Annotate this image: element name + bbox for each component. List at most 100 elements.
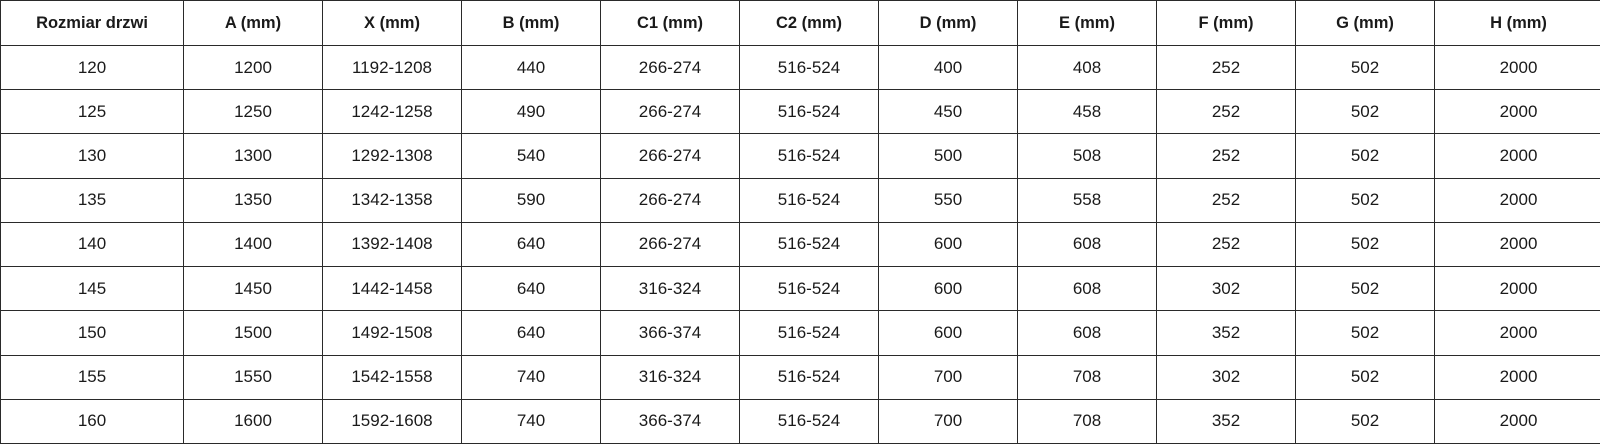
table-cell: 1242-1258 bbox=[322, 89, 462, 135]
table-cell: 500 bbox=[878, 133, 1018, 179]
table-cell: 2000 bbox=[1434, 310, 1600, 356]
column-header: Rozmiar drzwi bbox=[0, 0, 184, 46]
table-cell: 1550 bbox=[183, 354, 323, 400]
table-body: 120 1200 1192-1208 440 266-274 516-524 400 408 2… bbox=[0, 44, 1600, 444]
table-cell: 400 bbox=[878, 44, 1018, 91]
table-cell: 600 bbox=[878, 266, 1018, 312]
table-cell: 408 bbox=[1017, 44, 1157, 91]
table-cell: 640 bbox=[461, 310, 601, 356]
door-size-cell: 135 bbox=[0, 177, 184, 223]
table-cell: 1442-1458 bbox=[322, 266, 462, 312]
table-cell: 2000 bbox=[1434, 266, 1600, 312]
table-cell: 608 bbox=[1017, 310, 1157, 356]
table-cell: 502 bbox=[1295, 221, 1435, 268]
table-cell: 558 bbox=[1017, 177, 1157, 223]
table-row: 140 1400 1392-1408 640 266-274 516-524 600 608 2… bbox=[0, 221, 1600, 268]
table-cell: 640 bbox=[461, 266, 601, 312]
table-cell: 1342-1358 bbox=[322, 177, 462, 223]
table-cell: 700 bbox=[878, 354, 1018, 400]
table-cell: 550 bbox=[878, 177, 1018, 223]
table-cell: 516-524 bbox=[739, 44, 879, 91]
table-cell: 600 bbox=[878, 221, 1018, 268]
column-header: C2 (mm) bbox=[739, 0, 879, 46]
table-cell: 1350 bbox=[183, 177, 323, 223]
table-cell: 458 bbox=[1017, 89, 1157, 135]
table-cell: 502 bbox=[1295, 266, 1435, 312]
column-header: E (mm) bbox=[1017, 0, 1157, 46]
header-row: Rozmiar drzwi A (mm) X (mm) B (mm) C1 (mm) C2… bbox=[0, 0, 1600, 46]
table-cell: 266-274 bbox=[600, 221, 740, 268]
table-cell: 502 bbox=[1295, 133, 1435, 179]
door-size-cell: 145 bbox=[0, 266, 184, 312]
table-cell: 1542-1558 bbox=[322, 354, 462, 400]
table-row: 145 1450 1442-1458 640 316-324 516-524 600 608 3… bbox=[0, 266, 1600, 312]
table-cell: 516-524 bbox=[739, 310, 879, 356]
table-cell: 516-524 bbox=[739, 266, 879, 312]
table-cell: 2000 bbox=[1434, 89, 1600, 135]
table-cell: 366-374 bbox=[600, 398, 740, 444]
table-cell: 352 bbox=[1156, 398, 1296, 444]
table-cell: 1392-1408 bbox=[322, 221, 462, 268]
table-cell: 1400 bbox=[183, 221, 323, 268]
column-header: C1 (mm) bbox=[600, 0, 740, 46]
door-size-cell: 150 bbox=[0, 310, 184, 356]
table-row: 120 1200 1192-1208 440 266-274 516-524 400 408 2… bbox=[0, 44, 1600, 91]
table-cell: 2000 bbox=[1434, 221, 1600, 268]
table-cell: 266-274 bbox=[600, 44, 740, 91]
table-cell: 1500 bbox=[183, 310, 323, 356]
door-size-cell: 130 bbox=[0, 133, 184, 179]
table-cell: 708 bbox=[1017, 398, 1157, 444]
table-cell: 516-524 bbox=[739, 177, 879, 223]
table-cell: 708 bbox=[1017, 354, 1157, 400]
door-size-cell: 120 bbox=[0, 44, 184, 91]
table-cell: 502 bbox=[1295, 310, 1435, 356]
table-cell: 502 bbox=[1295, 44, 1435, 91]
table-cell: 302 bbox=[1156, 266, 1296, 312]
table-row: 135 1350 1342-1358 590 266-274 516-524 550 558 2… bbox=[0, 177, 1600, 223]
table-cell: 252 bbox=[1156, 133, 1296, 179]
table-cell: 450 bbox=[878, 89, 1018, 135]
table-cell: 740 bbox=[461, 398, 601, 444]
table-cell: 2000 bbox=[1434, 398, 1600, 444]
table-cell: 440 bbox=[461, 44, 601, 91]
table-cell: 316-324 bbox=[600, 354, 740, 400]
table-cell: 366-374 bbox=[600, 310, 740, 356]
table-cell: 1592-1608 bbox=[322, 398, 462, 444]
table-cell: 2000 bbox=[1434, 177, 1600, 223]
table-cell: 252 bbox=[1156, 221, 1296, 268]
table-row: 155 1550 1542-1558 740 316-324 516-524 700 708 3… bbox=[0, 354, 1600, 400]
table-cell: 252 bbox=[1156, 44, 1296, 91]
table-row: 130 1300 1292-1308 540 266-274 516-524 500 508 2… bbox=[0, 133, 1600, 179]
column-header: H (mm) bbox=[1434, 0, 1600, 46]
table-cell: 266-274 bbox=[600, 133, 740, 179]
table-cell: 302 bbox=[1156, 354, 1296, 400]
table-cell: 1250 bbox=[183, 89, 323, 135]
door-size-cell: 155 bbox=[0, 354, 184, 400]
table-cell: 2000 bbox=[1434, 44, 1600, 91]
table-cell: 1600 bbox=[183, 398, 323, 444]
table-cell: 516-524 bbox=[739, 398, 879, 444]
table-cell: 1292-1308 bbox=[322, 133, 462, 179]
table-cell: 352 bbox=[1156, 310, 1296, 356]
table-cell: 540 bbox=[461, 133, 601, 179]
table-cell: 516-524 bbox=[739, 133, 879, 179]
column-header: F (mm) bbox=[1156, 0, 1296, 46]
column-header: G (mm) bbox=[1295, 0, 1435, 46]
table-cell: 1492-1508 bbox=[322, 310, 462, 356]
table-cell: 1300 bbox=[183, 133, 323, 179]
door-size-cell: 140 bbox=[0, 221, 184, 268]
table-cell: 316-324 bbox=[600, 266, 740, 312]
table-cell: 266-274 bbox=[600, 177, 740, 223]
table-cell: 740 bbox=[461, 354, 601, 400]
table-cell: 608 bbox=[1017, 266, 1157, 312]
column-header: B (mm) bbox=[461, 0, 601, 46]
table-cell: 1450 bbox=[183, 266, 323, 312]
table-cell: 502 bbox=[1295, 398, 1435, 444]
table-cell: 502 bbox=[1295, 354, 1435, 400]
table-cell: 502 bbox=[1295, 89, 1435, 135]
column-header: A (mm) bbox=[183, 0, 323, 46]
door-size-cell: 160 bbox=[0, 398, 184, 444]
table-row: 125 1250 1242-1258 490 266-274 516-524 450 458 2… bbox=[0, 89, 1600, 135]
table-row: 160 1600 1592-1608 740 366-374 516-524 700 708 3… bbox=[0, 398, 1600, 444]
